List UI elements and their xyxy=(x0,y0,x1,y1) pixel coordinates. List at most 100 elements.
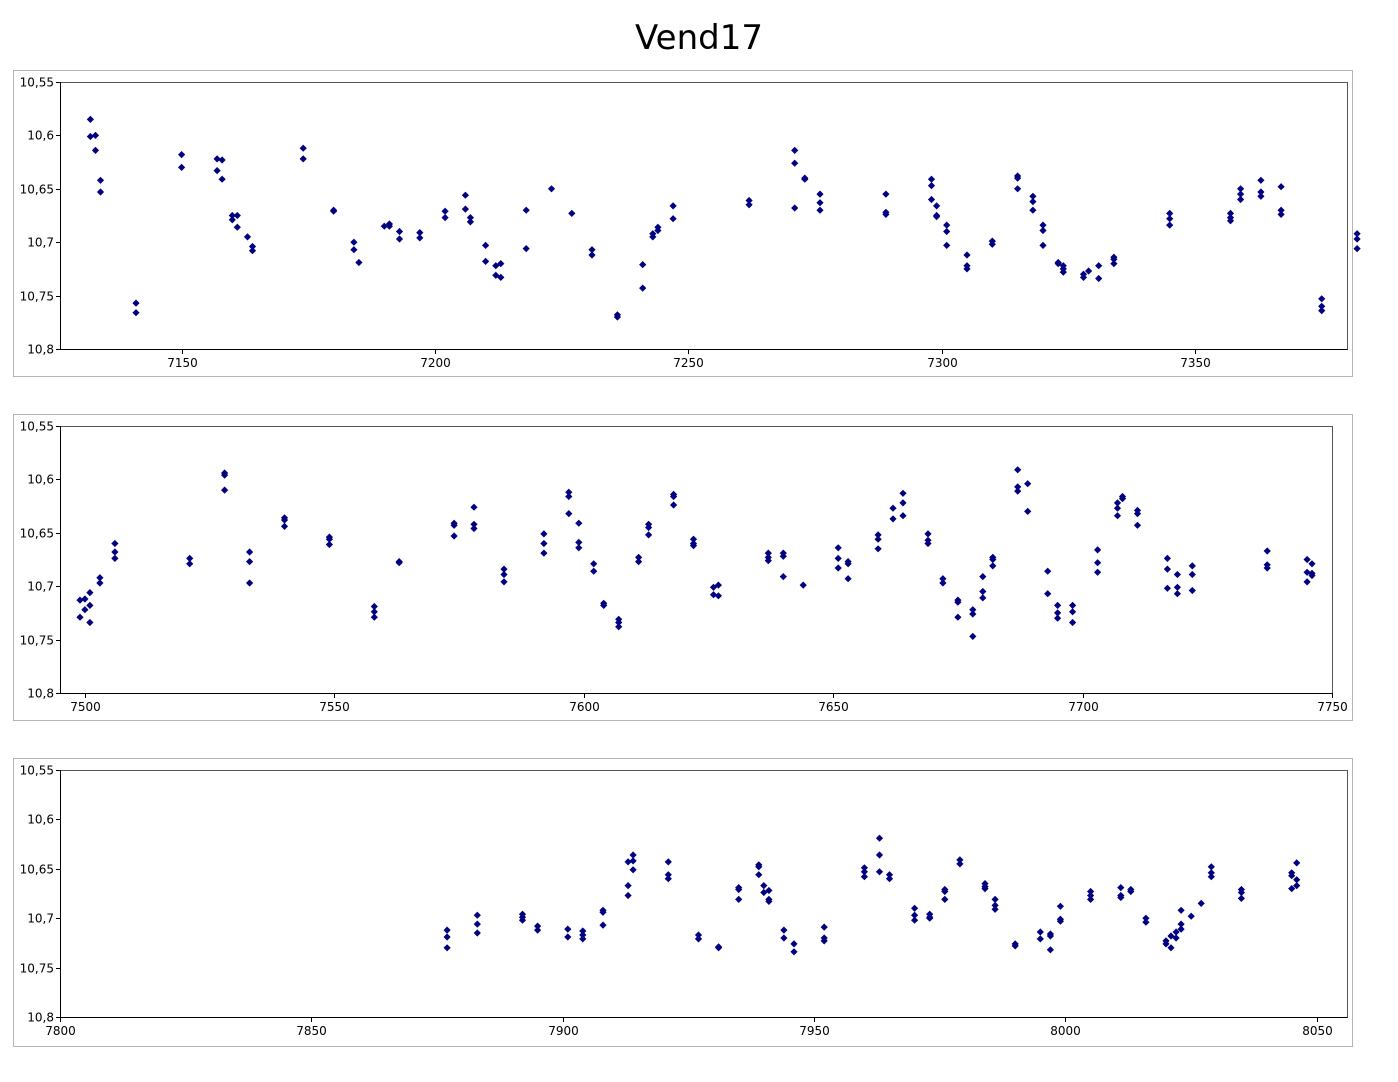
y-tick-label: 10,6 xyxy=(27,473,54,487)
data-point xyxy=(492,262,500,270)
data-point xyxy=(979,587,987,596)
data-point xyxy=(924,530,932,538)
data-point xyxy=(470,503,478,511)
data-point xyxy=(111,548,119,556)
plot-area xyxy=(60,770,1348,1018)
data-point xyxy=(844,575,852,583)
x-tick-label: 7950 xyxy=(799,1024,830,1038)
data-point xyxy=(1166,221,1174,229)
data-point xyxy=(882,190,890,198)
x-tick-label: 7900 xyxy=(548,1024,579,1038)
y-tick-label: 10,75 xyxy=(20,962,54,976)
data-point xyxy=(943,227,951,236)
y-tick-label: 10,7 xyxy=(27,912,54,926)
data-point xyxy=(791,159,799,167)
data-point xyxy=(1188,562,1196,570)
data-point xyxy=(820,923,828,931)
data-point xyxy=(492,271,500,279)
x-tick-label: 7500 xyxy=(70,700,101,714)
data-point xyxy=(1054,614,1062,622)
data-point xyxy=(689,542,698,550)
data-point xyxy=(325,540,333,549)
data-point xyxy=(547,185,556,193)
data-point xyxy=(1044,590,1052,598)
data-point xyxy=(1166,215,1174,223)
data-point xyxy=(1162,940,1170,948)
data-point xyxy=(91,146,100,154)
data-point xyxy=(1308,560,1316,568)
data-point xyxy=(1318,302,1326,310)
data-point xyxy=(954,598,962,606)
x-tick-label: 8000 xyxy=(1050,1024,1081,1038)
data-point xyxy=(1054,601,1062,609)
data-point xyxy=(575,544,583,552)
data-point xyxy=(1117,893,1125,902)
data-point xyxy=(874,535,882,543)
data-point xyxy=(844,560,852,568)
data-point xyxy=(745,196,753,205)
data-point xyxy=(834,564,842,572)
y-tick-label: 10,8 xyxy=(27,1011,54,1025)
data-point xyxy=(779,552,787,560)
data-point xyxy=(1318,295,1326,303)
data-point xyxy=(568,209,576,217)
data-point xyxy=(790,948,798,956)
data-point xyxy=(86,115,94,123)
data-point xyxy=(1353,245,1361,253)
data-point xyxy=(1308,571,1316,580)
data-point xyxy=(1188,586,1196,595)
data-point xyxy=(1188,570,1196,579)
data-point xyxy=(466,214,474,222)
data-point xyxy=(1046,946,1054,954)
data-point xyxy=(765,897,773,905)
data-point xyxy=(969,632,977,640)
data-point xyxy=(1036,935,1044,943)
data-point xyxy=(1163,584,1171,592)
data-point xyxy=(954,613,962,621)
chart-title: Vend17 xyxy=(635,18,763,58)
data-point xyxy=(579,935,587,943)
data-point xyxy=(178,163,186,171)
data-point xyxy=(178,151,186,159)
data-point xyxy=(1177,925,1185,933)
data-point xyxy=(1303,578,1311,586)
data-point xyxy=(599,921,607,929)
x-tick-label: 8050 xyxy=(1302,1024,1333,1038)
data-point xyxy=(1039,241,1047,249)
data-point xyxy=(1172,934,1180,942)
data-point xyxy=(299,155,307,163)
y-tick-label: 10,7 xyxy=(27,580,54,594)
data-point xyxy=(649,230,657,238)
y-tick-label: 10,75 xyxy=(20,290,54,304)
data-point xyxy=(213,167,221,175)
data-point xyxy=(248,247,257,255)
y-tick-label: 10,6 xyxy=(27,129,54,143)
data-point xyxy=(111,539,119,548)
data-point xyxy=(885,871,894,879)
x-tick-label: 7300 xyxy=(927,356,958,370)
data-point xyxy=(714,581,722,589)
data-point xyxy=(416,234,424,242)
data-point xyxy=(1237,185,1245,193)
data-point xyxy=(645,531,653,539)
data-point xyxy=(1087,887,1095,896)
data-point xyxy=(1226,217,1235,225)
data-point xyxy=(132,309,140,317)
data-point xyxy=(579,931,587,939)
y-tick-label: 10,55 xyxy=(20,764,54,778)
x-tick-label: 7350 xyxy=(1180,356,1211,370)
data-point xyxy=(1207,863,1215,871)
data-point xyxy=(482,241,490,249)
data-point xyxy=(669,215,677,223)
data-point xyxy=(1011,942,1019,950)
data-point xyxy=(218,175,226,183)
data-point xyxy=(221,486,229,494)
data-point xyxy=(1117,884,1125,892)
data-point xyxy=(1054,609,1062,617)
data-point xyxy=(764,557,772,565)
data-point xyxy=(899,489,907,497)
data-point xyxy=(564,925,572,933)
y-tick-label: 10,65 xyxy=(20,527,54,541)
data-point xyxy=(243,233,252,241)
data-point xyxy=(779,573,787,581)
